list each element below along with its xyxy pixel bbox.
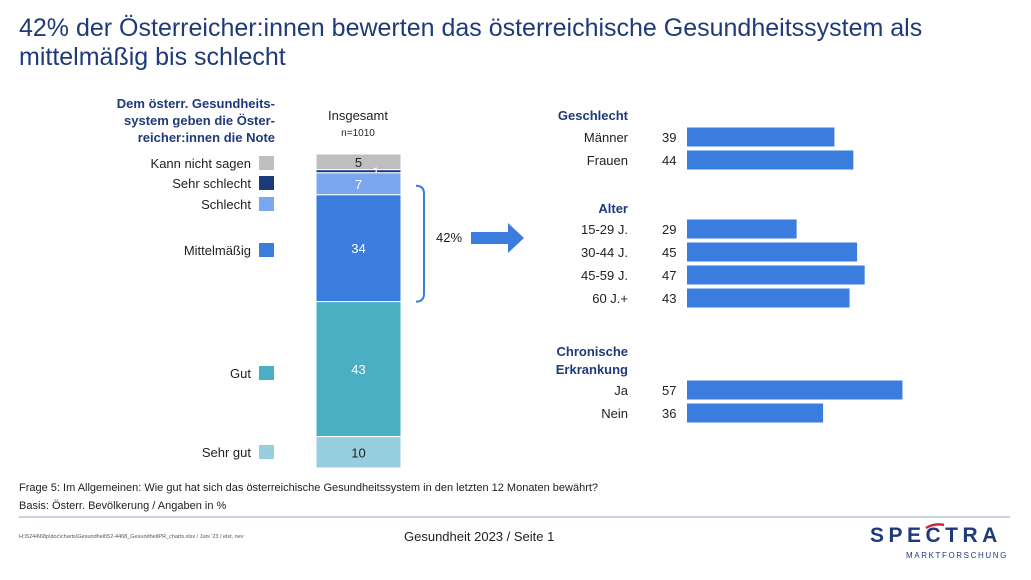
legend-label: Gut (230, 366, 251, 381)
bar-value-label: 36 (662, 406, 676, 421)
bar-value-label: 44 (662, 153, 676, 168)
group-title: Geschlecht (558, 108, 629, 123)
segment-value-label: 5 (355, 155, 362, 170)
bar-category-label: Frauen (587, 153, 628, 168)
bar-value-label: 47 (662, 268, 676, 283)
legend-heading-line: system geben die Öster- (124, 113, 275, 128)
group-title: Erkrankung (556, 362, 628, 377)
logo-swoosh (925, 523, 945, 530)
horizontal-bar (687, 380, 903, 400)
horizontal-bar (687, 150, 854, 170)
file-path: H:\5244\68p\doc\charts\Gesundheit\52-446… (19, 534, 244, 540)
segment-value-label: 7 (355, 177, 362, 192)
legend-swatch (259, 156, 274, 170)
horizontal-bar (687, 219, 797, 239)
segment-value-label: 1 (372, 164, 379, 179)
legend-swatch (259, 366, 274, 380)
arrow-right-icon (471, 223, 524, 253)
logo-subtext: MARKTFORSCHUNG (906, 551, 1008, 560)
bar-value-label: 45 (662, 245, 676, 260)
stacked-segment-6 (315, 436, 402, 469)
legend-heading-line: Dem österr. Gesundheits- (117, 96, 275, 111)
legend-label: Sehr gut (202, 445, 252, 460)
question-note: Frage 5: Im Allgemeinen: Wie gut hat sic… (19, 482, 599, 494)
horizontal-bar (687, 288, 850, 308)
bar-category-label: 45-59 J. (581, 268, 628, 283)
bar-value-label: 29 (662, 222, 676, 237)
bar-category-label: 15-29 J. (581, 222, 628, 237)
survey-chart: Dem österr. Gesundheits-system geben die… (19, 96, 1010, 518)
legend-swatch (259, 176, 274, 190)
legend-label: Sehr schlecht (172, 176, 251, 191)
legend-heading-line: reicher:innen die Note (138, 130, 275, 145)
page-label: Gesundheit 2023 / Seite 1 (404, 529, 555, 544)
horizontal-bar (687, 127, 835, 147)
bar-value-label: 43 (662, 291, 676, 306)
spectra-logo: SPECTRA MARKTFORSCHUNG (870, 523, 1008, 560)
stacked-segment-5 (315, 301, 402, 438)
bar-category-label: 30-44 J. (581, 245, 628, 260)
horizontal-bar (687, 265, 865, 285)
bar-category-label: Nein (601, 406, 628, 421)
segment-value-label: 10 (351, 445, 365, 460)
segment-value-label: 43 (351, 362, 365, 377)
legend-label: Mittelmäßig (184, 243, 251, 258)
legend-swatch (259, 445, 274, 459)
stacked-segment-4 (315, 194, 402, 303)
group-title: Alter (598, 201, 628, 216)
legend-label: Schlecht (201, 197, 251, 212)
legend-swatch (259, 197, 274, 211)
bar-value-label: 39 (662, 130, 676, 145)
bracket-label: 42% (436, 230, 462, 245)
legend-swatch (259, 243, 274, 257)
horizontal-bar (687, 242, 858, 262)
bar-category-label: Ja (614, 383, 629, 398)
bar-category-label: Männer (584, 130, 629, 145)
horizontal-bar (687, 403, 824, 423)
n-label: n=1010 (341, 128, 375, 139)
page-title: 42% der Österreicher:innen bewerten das … (19, 14, 923, 71)
basis-note: Basis: Österr. Bevölkerung / Angaben in … (19, 500, 227, 512)
segment-value-label: 34 (351, 241, 365, 256)
legend-label: Kann nicht sagen (151, 156, 251, 171)
bar-value-label: 57 (662, 383, 676, 398)
logo-text: SPECTRA (870, 524, 1002, 547)
range-bracket (415, 184, 425, 303)
bar-category-label: 60 J.+ (592, 291, 628, 306)
column-label: Insgesamt (328, 108, 388, 123)
group-title: Chronische (556, 344, 628, 359)
